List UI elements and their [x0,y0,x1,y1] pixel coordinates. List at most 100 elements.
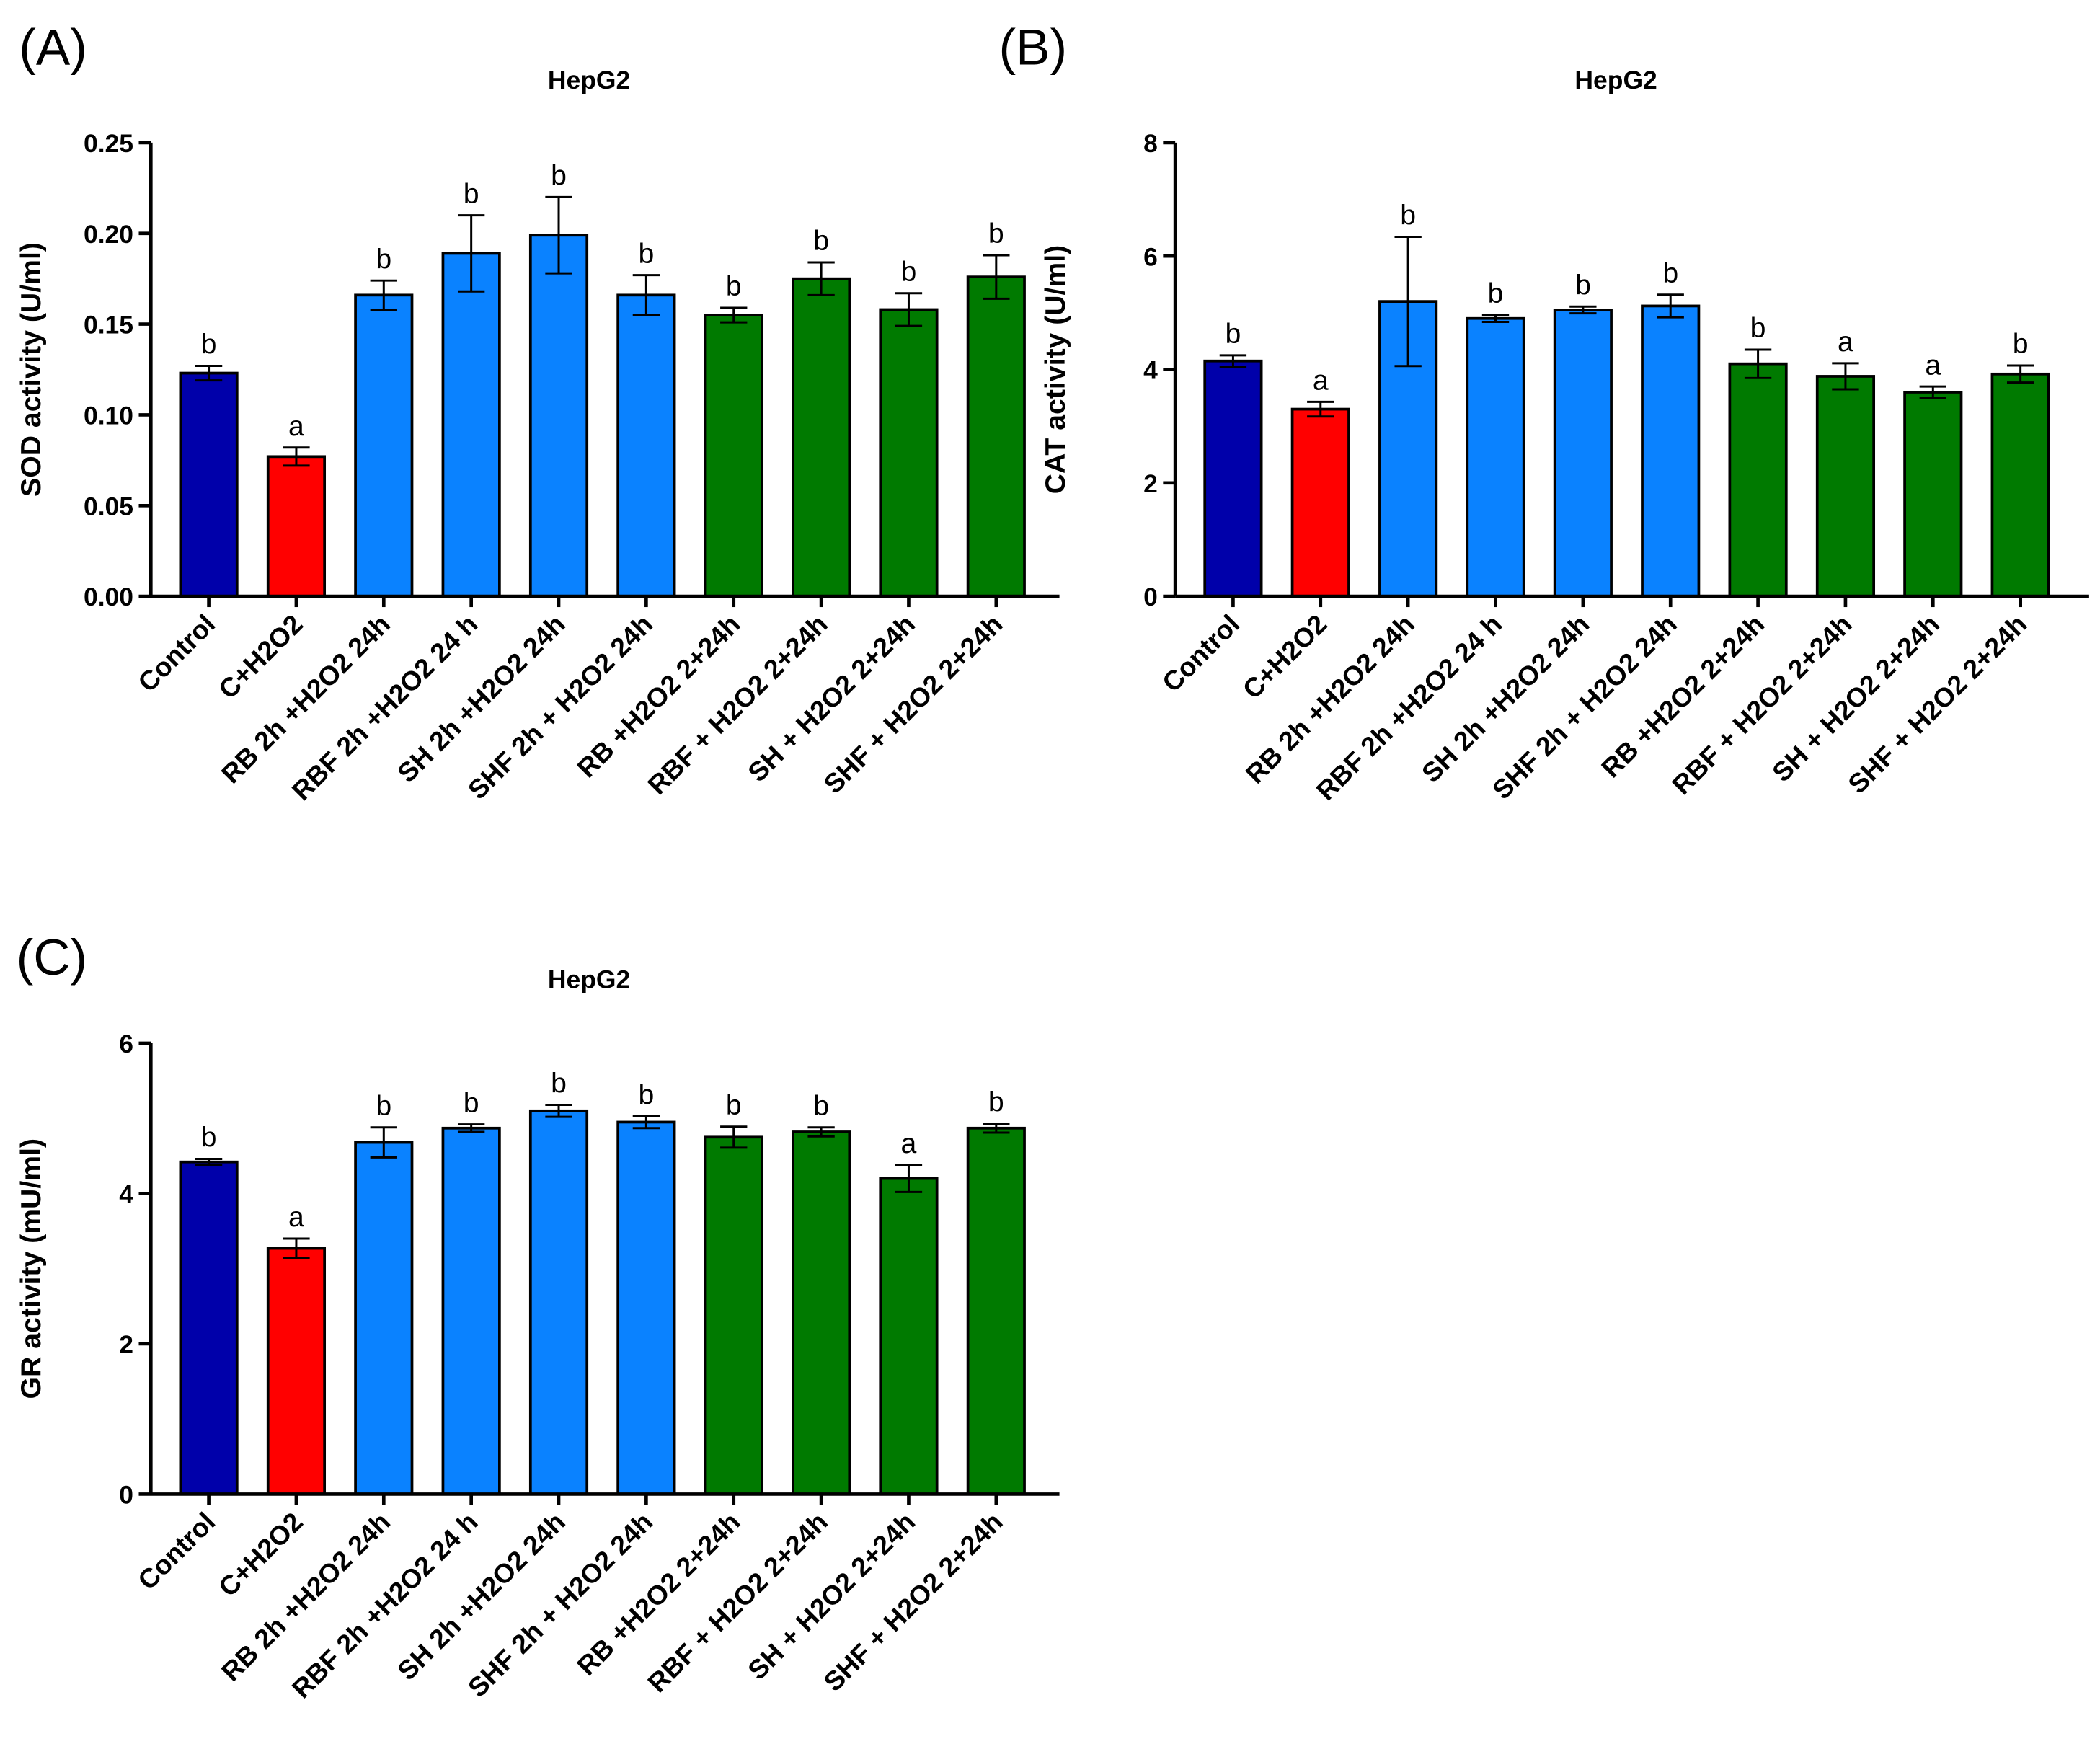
x-tick-label: SH 2h +H2O2 24h [391,1506,571,1686]
panel-label: (C) [17,929,87,986]
bar [441,1126,501,1496]
x-tick-label: RB +H2O2 2+24h [1595,608,1770,783]
bar [1290,407,1350,598]
y-tick-label: 0 [119,1481,133,1510]
x-tick-label: RB 2h +H2O2 24h [216,608,396,789]
y-tick-label: 0.10 [84,402,133,430]
significance-letter: b [988,218,1004,249]
y-tick-label: 0.00 [84,583,133,611]
bar [704,1135,763,1496]
panel-label: (A) [19,19,87,76]
significance-letter: a [288,411,304,442]
x-tick-label: SH + H2O2 2+24h [742,608,921,787]
significance-letter: b [813,226,829,257]
bar [266,455,327,598]
x-tick-label: RB +H2O2 2+24h [571,608,745,783]
y-tick-label: 4 [119,1180,133,1209]
significance-letter: a [288,1202,304,1233]
bar [528,1109,589,1496]
x-tick-label: RB 2h +H2O2 24h [1240,608,1420,789]
bar [354,1141,414,1496]
significance-letter: b [638,1079,654,1110]
significance-letter: b [988,1087,1004,1118]
bar [1203,359,1263,598]
bar [441,252,501,598]
y-tick-label: 4 [1143,356,1158,385]
x-tick-label: SH 2h +H2O2 24h [391,608,571,788]
significance-letter: b [1750,313,1766,344]
significance-letter: b [1575,270,1591,301]
significance-letter: b [376,1091,391,1122]
significance-letter: b [464,179,479,210]
y-tick-label: 0 [1143,583,1158,611]
significance-letter: a [1925,350,1941,381]
bar [1903,391,1963,598]
bar [1641,304,1701,598]
bar [1466,316,1525,598]
x-tick-label: Control [132,1506,221,1595]
significance-letter: b [1662,258,1678,289]
x-tick-label: RB +H2O2 2+24h [571,1506,745,1681]
y-tick-label: 0.20 [84,220,133,249]
bar [792,277,851,598]
significance-letter: b [726,1090,742,1121]
y-tick-label: 2 [119,1330,133,1359]
y-axis-label: GR activity (mU/ml) [16,1138,47,1399]
chart-title: HepG2 [548,66,630,94]
x-tick-label: SH 2h +H2O2 24h [1416,608,1595,788]
y-tick-label: 0.05 [84,492,133,521]
bar [704,314,763,598]
significance-letter: b [376,244,391,275]
bar [1815,375,1876,598]
chart-title: HepG2 [1574,66,1657,94]
significance-letter: b [201,329,217,360]
y-tick-label: 2 [1143,469,1158,498]
significance-letter: b [464,1088,479,1119]
bar [879,1177,939,1496]
significance-letter: b [1400,200,1416,231]
x-tick-label: Control [132,608,221,698]
x-tick-label: RB 2h +H2O2 24h [216,1506,396,1686]
significance-letter: b [901,257,917,288]
bar [528,234,589,598]
y-tick-label: 6 [1143,242,1158,271]
x-tick-label: Control [1156,608,1246,698]
significance-letter: b [1226,319,1241,350]
y-tick-label: 0.15 [84,311,133,340]
bar [1990,372,2050,598]
y-axis-label: CAT activity (U/ml) [1040,245,1071,494]
bar [966,275,1026,598]
panel-label: (B) [999,19,1068,76]
bar [1728,362,1788,598]
bar [879,308,939,598]
bar [616,1120,676,1496]
bar [616,293,676,598]
y-tick-label: 6 [119,1030,133,1058]
y-tick-label: 0.25 [84,129,133,158]
significance-letter: b [551,1068,567,1099]
bar [179,371,239,598]
bar [266,1247,327,1496]
x-tick-label: SH + H2O2 2+24h [742,1506,921,1685]
y-axis-label: SOD activity (U/ml) [16,242,47,497]
bar [1553,309,1613,598]
significance-letter: a [901,1128,917,1159]
significance-letter: b [201,1123,217,1154]
significance-letter: b [813,1091,829,1122]
significance-letter: a [1838,327,1853,358]
significance-letter: a [1313,366,1329,397]
significance-letter: b [1488,278,1504,309]
significance-letter: b [638,239,654,270]
bar [179,1160,239,1496]
chart-title: HepG2 [548,965,630,993]
y-tick-label: 8 [1143,129,1158,158]
significance-letter: b [2013,329,2029,360]
x-tick-label: SH + H2O2 2+24h [1766,608,1945,787]
significance-letter: b [551,161,567,192]
bar [966,1126,1026,1496]
